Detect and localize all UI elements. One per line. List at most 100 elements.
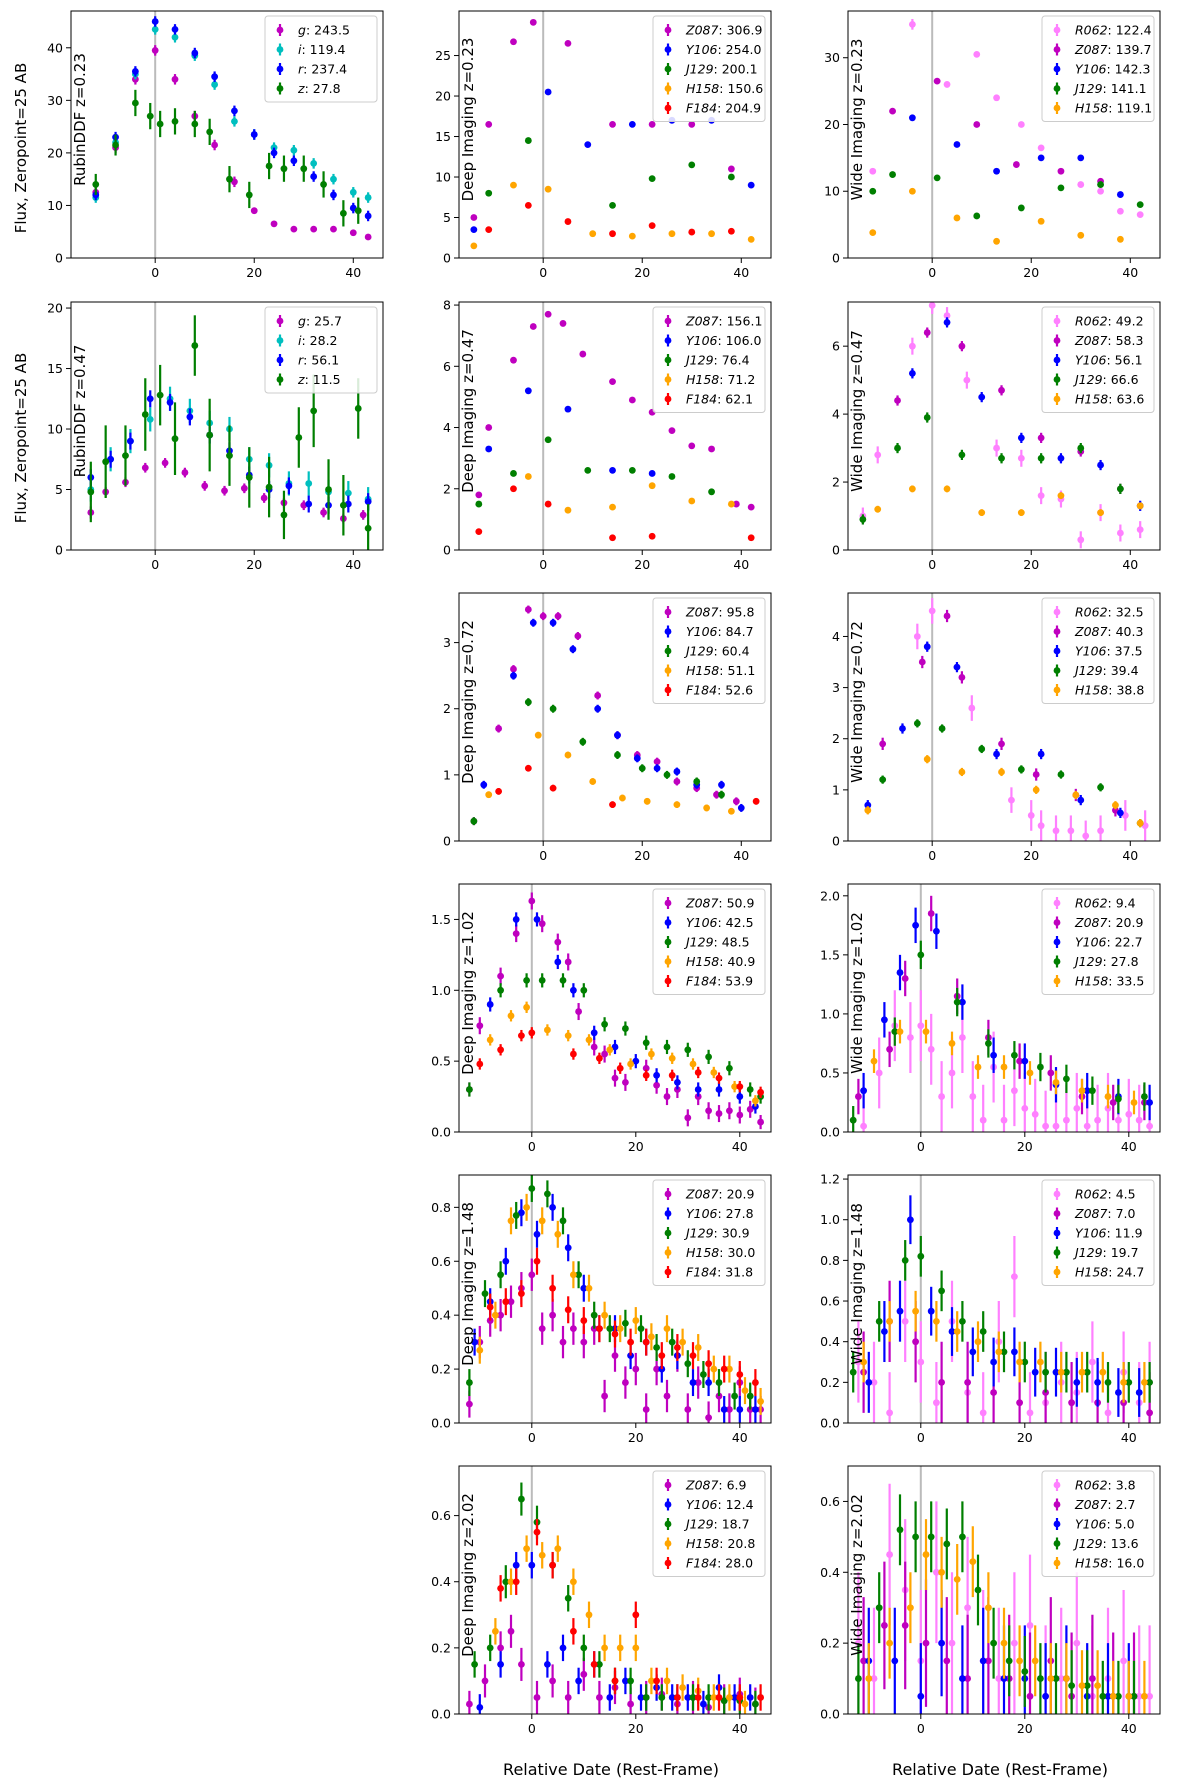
legend-snr: : 48.5 <box>714 935 750 950</box>
data-point <box>732 500 740 508</box>
data-point <box>485 120 493 128</box>
data-point <box>1027 812 1035 819</box>
legend-snr: : 142.3 <box>1107 62 1151 77</box>
data-point <box>718 791 725 799</box>
legend-box <box>1041 15 1155 122</box>
data-point <box>507 1298 515 1306</box>
series-H158 <box>860 1290 1148 1403</box>
legend-label: J129: 141.1 <box>1072 81 1147 96</box>
data-point <box>575 1008 582 1015</box>
data-point <box>616 1644 624 1652</box>
data-point <box>757 1088 764 1096</box>
y-tick-label: 1 <box>443 767 451 782</box>
legend-filter-name: Y106 <box>1075 1226 1107 1241</box>
data-point <box>502 1298 510 1306</box>
data-point <box>1026 1409 1034 1417</box>
data-point <box>1099 1692 1107 1700</box>
data-point <box>1089 1675 1096 1682</box>
data-point <box>1052 827 1060 835</box>
legend-marker <box>1053 1210 1061 1217</box>
panel-title: Deep Imaging z=0.23 <box>459 38 477 202</box>
data-point <box>688 228 696 236</box>
y-tick-label: 10 <box>47 198 63 213</box>
data-point <box>1011 1639 1018 1647</box>
data-point <box>533 1257 541 1265</box>
axes-frame <box>847 1174 1161 1424</box>
data-point <box>908 369 916 377</box>
data-point <box>1037 492 1045 500</box>
legend-snr: : 58.3 <box>1107 333 1143 348</box>
legend-filter-name: r <box>298 62 304 77</box>
y-tick-label: 2.0 <box>820 888 840 903</box>
data-point <box>1063 1075 1070 1083</box>
data-point <box>127 437 134 445</box>
data-point <box>1016 1399 1023 1407</box>
data-point <box>330 225 337 233</box>
data-point <box>1125 1692 1133 1700</box>
data-point <box>627 1677 634 1685</box>
legend-snr: : 243.5 <box>306 23 350 38</box>
data-point <box>964 1604 971 1612</box>
legend-filter-name: H158 <box>1075 683 1108 698</box>
legend-snr: : 25.7 <box>306 314 342 329</box>
legend-marker <box>276 46 284 53</box>
data-point <box>705 1107 712 1115</box>
data-point <box>485 189 493 197</box>
panel-wide-z2.02: 0 20 40 0.0 0.2 0.4 0.6 Wide Imaging z=2.02 R062… <box>820 1465 1161 1736</box>
legend-snr: : 66.6 <box>1103 372 1139 387</box>
data-point <box>637 1325 645 1333</box>
panel-title: RubinDDF z=0.47 <box>71 345 89 478</box>
y-tick-label: 20 <box>824 117 840 132</box>
y-tick-label: 20 <box>47 145 63 160</box>
data-point <box>673 768 681 775</box>
data-point <box>943 612 951 620</box>
data-point <box>959 1317 966 1325</box>
series-Y106 <box>908 114 1124 198</box>
legend-label: Y106: 56.1 <box>1075 353 1143 368</box>
data-point <box>908 187 916 195</box>
legend-box <box>652 888 766 995</box>
data-point <box>310 173 318 180</box>
data-point <box>518 1032 525 1040</box>
data-point <box>533 1528 541 1536</box>
data-point <box>1017 766 1025 773</box>
data-point <box>146 112 154 120</box>
data-point <box>1037 1358 1044 1366</box>
legend-label: J129: 19.7 <box>1072 1245 1139 1260</box>
data-point <box>1146 1122 1153 1130</box>
legend-filter-name: H158 <box>686 954 719 969</box>
data-point <box>726 1365 733 1373</box>
data-point <box>642 1338 650 1346</box>
data-point <box>1141 1378 1148 1386</box>
legend-marker <box>1053 608 1061 616</box>
legend-filter-name: g <box>298 314 306 329</box>
data-point <box>544 185 552 193</box>
data-point <box>512 1578 520 1586</box>
data-point <box>564 1594 572 1602</box>
data-point <box>1047 1069 1055 1077</box>
data-point <box>564 1032 572 1040</box>
data-point <box>231 117 238 125</box>
legend-snr: : 63.6 <box>1108 392 1144 407</box>
legend-marker <box>664 1481 672 1489</box>
data-point <box>616 1064 624 1072</box>
legend-label: Z087: 58.3 <box>1074 333 1143 348</box>
x-tick-label: 20 <box>1023 557 1039 572</box>
legend-marker <box>664 667 672 674</box>
legend-snr: : 5.0 <box>1107 1517 1135 1532</box>
data-point <box>364 498 372 506</box>
legend-label: F184: 52.6 <box>686 683 753 698</box>
legend-snr: : 139.7 <box>1107 42 1151 57</box>
data-point <box>938 1378 945 1386</box>
data-point <box>886 1551 893 1558</box>
data-point <box>339 501 347 509</box>
legend-label: J129: 39.4 <box>1072 663 1139 678</box>
data-point <box>901 1622 909 1629</box>
data-point <box>860 1122 867 1130</box>
data-point <box>1078 1368 1086 1376</box>
data-point <box>943 318 951 326</box>
data-point <box>601 1644 608 1652</box>
data-point <box>998 386 1005 394</box>
